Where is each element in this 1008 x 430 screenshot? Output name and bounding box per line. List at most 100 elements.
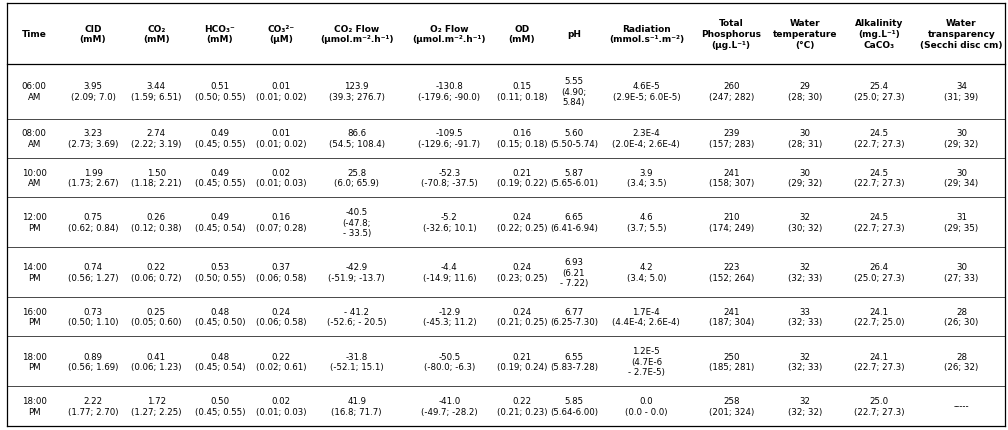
Text: 24.1
(22.7; 27.3): 24.1 (22.7; 27.3) [854, 352, 904, 371]
Text: 2.3E-4
(2.0E-4; 2.6E-4): 2.3E-4 (2.0E-4; 2.6E-4) [613, 129, 680, 148]
Text: 3.23
(2.73; 3.69): 3.23 (2.73; 3.69) [68, 129, 118, 148]
Text: -50.5
(-80.0; -6.3): -50.5 (-80.0; -6.3) [423, 352, 475, 371]
Text: 241
(187; 304): 241 (187; 304) [709, 307, 754, 327]
Text: CID
(mM): CID (mM) [80, 25, 107, 44]
Text: 30
(27; 33): 30 (27; 33) [944, 263, 979, 282]
Text: 28
(26; 32): 28 (26; 32) [944, 352, 979, 371]
Text: - 41.2
(-52.6; - 20.5): - 41.2 (-52.6; - 20.5) [327, 307, 386, 327]
Text: 08:00
AM: 08:00 AM [22, 129, 46, 148]
Text: 0.48
(0.45; 0.50): 0.48 (0.45; 0.50) [195, 307, 245, 327]
Text: -41.0
(-49.7; -28.2): -41.0 (-49.7; -28.2) [421, 396, 478, 416]
Text: O₂ Flow
(μmol.m⁻².h⁻¹): O₂ Flow (μmol.m⁻².h⁻¹) [412, 25, 486, 44]
Text: 2.74
(2.22; 3.19): 2.74 (2.22; 3.19) [131, 129, 181, 148]
Text: 24.5
(22.7; 27.3): 24.5 (22.7; 27.3) [854, 213, 904, 232]
Text: -31.8
(-52.1; 15.1): -31.8 (-52.1; 15.1) [330, 352, 383, 371]
Text: 0.53
(0.50; 0.55): 0.53 (0.50; 0.55) [195, 263, 245, 282]
Text: 0.75
(0.62; 0.84): 0.75 (0.62; 0.84) [68, 213, 118, 232]
Text: 41.9
(16.8; 71.7): 41.9 (16.8; 71.7) [332, 396, 382, 416]
Text: Total
Phosphorus
(μg.L⁻¹): Total Phosphorus (μg.L⁻¹) [702, 19, 761, 49]
Text: 0.49
(0.45; 0.55): 0.49 (0.45; 0.55) [195, 169, 245, 188]
Text: 0.22
(0.02; 0.61): 0.22 (0.02; 0.61) [256, 352, 306, 371]
Text: CO₃²⁻
(μM): CO₃²⁻ (μM) [267, 25, 294, 44]
Text: 3.9
(3.4; 3.5): 3.9 (3.4; 3.5) [627, 169, 666, 188]
Text: 0.89
(0.56; 1.69): 0.89 (0.56; 1.69) [68, 352, 118, 371]
Text: Radiation
(mmol.s⁻¹.m⁻²): Radiation (mmol.s⁻¹.m⁻²) [609, 25, 683, 44]
Text: 0.22
(0.21; 0.23): 0.22 (0.21; 0.23) [497, 396, 547, 416]
Text: 32
(32; 33): 32 (32; 33) [788, 352, 823, 371]
Text: 16:00
PM: 16:00 PM [22, 307, 46, 327]
Text: 3.44
(1.59; 6.51): 3.44 (1.59; 6.51) [131, 82, 181, 101]
Text: 0.51
(0.50; 0.55): 0.51 (0.50; 0.55) [195, 82, 245, 101]
Text: -12.9
(-45.3; 11.2): -12.9 (-45.3; 11.2) [422, 307, 476, 327]
Text: -40.5
(-47.8;
- 33.5): -40.5 (-47.8; - 33.5) [343, 208, 371, 237]
Text: -42.9
(-51.9; -13.7): -42.9 (-51.9; -13.7) [329, 263, 385, 282]
Text: 86.6
(54.5; 108.4): 86.6 (54.5; 108.4) [329, 129, 385, 148]
Text: 1.99
(1.73; 2.67): 1.99 (1.73; 2.67) [68, 169, 118, 188]
Text: 25.0
(22.7; 27.3): 25.0 (22.7; 27.3) [854, 396, 904, 416]
Text: CO₂
(mM): CO₂ (mM) [143, 25, 169, 44]
Text: 0.26
(0.12; 0.38): 0.26 (0.12; 0.38) [131, 213, 181, 232]
Text: 28
(26; 30): 28 (26; 30) [944, 307, 979, 327]
Text: -4.4
(-14.9; 11.6): -4.4 (-14.9; 11.6) [422, 263, 476, 282]
Text: 25.4
(25.0; 27.3): 25.4 (25.0; 27.3) [854, 82, 904, 101]
Text: 5.55
(4.90;
5.84): 5.55 (4.90; 5.84) [561, 77, 587, 107]
Text: 0.22
(0.06; 0.72): 0.22 (0.06; 0.72) [131, 263, 181, 282]
Text: 24.1
(22.7; 25.0): 24.1 (22.7; 25.0) [854, 307, 904, 327]
Text: 210
(174; 249): 210 (174; 249) [709, 213, 754, 232]
Text: 5.85
(5.64-6.00): 5.85 (5.64-6.00) [550, 396, 598, 416]
Text: 258
(201; 324): 258 (201; 324) [709, 396, 754, 416]
Text: 0.15
(0.11; 0.18): 0.15 (0.11; 0.18) [497, 82, 547, 101]
Text: 06:00
AM: 06:00 AM [22, 82, 46, 101]
Text: 0.0
(0.0 - 0.0): 0.0 (0.0 - 0.0) [625, 396, 667, 416]
Text: 32
(32; 33): 32 (32; 33) [788, 263, 823, 282]
Text: 34
(31; 39): 34 (31; 39) [944, 82, 979, 101]
Text: 26.4
(25.0; 27.3): 26.4 (25.0; 27.3) [854, 263, 904, 282]
Text: 32
(32; 32): 32 (32; 32) [788, 396, 823, 416]
Text: 3.95
(2.09; 7.0): 3.95 (2.09; 7.0) [71, 82, 116, 101]
Text: 4.2
(3.4; 5.0): 4.2 (3.4; 5.0) [627, 263, 666, 282]
Text: pH: pH [566, 30, 581, 39]
Text: 6.93
(6.21
- 7.22): 6.93 (6.21 - 7.22) [559, 258, 588, 287]
Text: 12:00
PM: 12:00 PM [22, 213, 46, 232]
Text: 0.24
(0.21; 0.25): 0.24 (0.21; 0.25) [497, 307, 547, 327]
Text: 18:00
PM: 18:00 PM [22, 352, 46, 371]
Text: -109.5
(-129.6; -91.7): -109.5 (-129.6; -91.7) [418, 129, 481, 148]
Text: 5.87
(5.65-6.01): 5.87 (5.65-6.01) [550, 169, 598, 188]
Text: 239
(157; 283): 239 (157; 283) [709, 129, 754, 148]
Text: 14:00
PM: 14:00 PM [22, 263, 46, 282]
Text: 4.6
(3.7; 5.5): 4.6 (3.7; 5.5) [627, 213, 666, 232]
Text: 0.25
(0.05; 0.60): 0.25 (0.05; 0.60) [131, 307, 181, 327]
Text: Alkalinity
(mg.L⁻¹)
CaCO₃: Alkalinity (mg.L⁻¹) CaCO₃ [855, 19, 903, 49]
Text: 1.2E-5
(4.7E-6
- 2.7E-5): 1.2E-5 (4.7E-6 - 2.7E-5) [628, 347, 664, 376]
Text: 0.24
(0.23; 0.25): 0.24 (0.23; 0.25) [497, 263, 547, 282]
Text: 0.24
(0.22; 0.25): 0.24 (0.22; 0.25) [497, 213, 547, 232]
Text: 29
(28; 30): 29 (28; 30) [788, 82, 823, 101]
Text: 0.49
(0.45; 0.55): 0.49 (0.45; 0.55) [195, 129, 245, 148]
Text: 30
(29; 32): 30 (29; 32) [944, 129, 979, 148]
Text: 1.72
(1.27; 2.25): 1.72 (1.27; 2.25) [131, 396, 181, 416]
Text: 6.77
(6.25-7.30): 6.77 (6.25-7.30) [550, 307, 598, 327]
Text: 30
(28; 31): 30 (28; 31) [788, 129, 823, 148]
Text: 0.74
(0.56; 1.27): 0.74 (0.56; 1.27) [68, 263, 118, 282]
Text: 0.73
(0.50; 1.10): 0.73 (0.50; 1.10) [68, 307, 118, 327]
Text: 1.50
(1.18; 2.21): 1.50 (1.18; 2.21) [131, 169, 181, 188]
Text: 0.02
(0.01; 0.03): 0.02 (0.01; 0.03) [256, 169, 306, 188]
Text: 1.7E-4
(4.4E-4; 2.6E-4): 1.7E-4 (4.4E-4; 2.6E-4) [613, 307, 680, 327]
Text: 30
(29; 32): 30 (29; 32) [788, 169, 823, 188]
Text: 30
(29; 34): 30 (29; 34) [944, 169, 979, 188]
Text: 0.16
(0.07; 0.28): 0.16 (0.07; 0.28) [256, 213, 306, 232]
Text: 0.41
(0.06; 1.23): 0.41 (0.06; 1.23) [131, 352, 181, 371]
Text: 4.6E-5
(2.9E-5; 6.0E-5): 4.6E-5 (2.9E-5; 6.0E-5) [613, 82, 680, 101]
Text: -52.3
(-70.8; -37.5): -52.3 (-70.8; -37.5) [421, 169, 478, 188]
Text: 6.55
(5.83-7.28): 6.55 (5.83-7.28) [550, 352, 598, 371]
Text: 260
(247; 282): 260 (247; 282) [709, 82, 754, 101]
Text: 0.21
(0.19; 0.24): 0.21 (0.19; 0.24) [497, 352, 547, 371]
Text: 0.37
(0.06; 0.58): 0.37 (0.06; 0.58) [256, 263, 306, 282]
Text: 0.02
(0.01; 0.03): 0.02 (0.01; 0.03) [256, 396, 306, 416]
Text: 32
(30; 32): 32 (30; 32) [788, 213, 823, 232]
Text: 10:00
AM: 10:00 AM [22, 169, 46, 188]
Text: 24.5
(22.7; 27.3): 24.5 (22.7; 27.3) [854, 129, 904, 148]
Text: 0.48
(0.45; 0.54): 0.48 (0.45; 0.54) [195, 352, 245, 371]
Text: 0.01
(0.01; 0.02): 0.01 (0.01; 0.02) [256, 82, 306, 101]
Text: 0.49
(0.45; 0.54): 0.49 (0.45; 0.54) [195, 213, 245, 232]
